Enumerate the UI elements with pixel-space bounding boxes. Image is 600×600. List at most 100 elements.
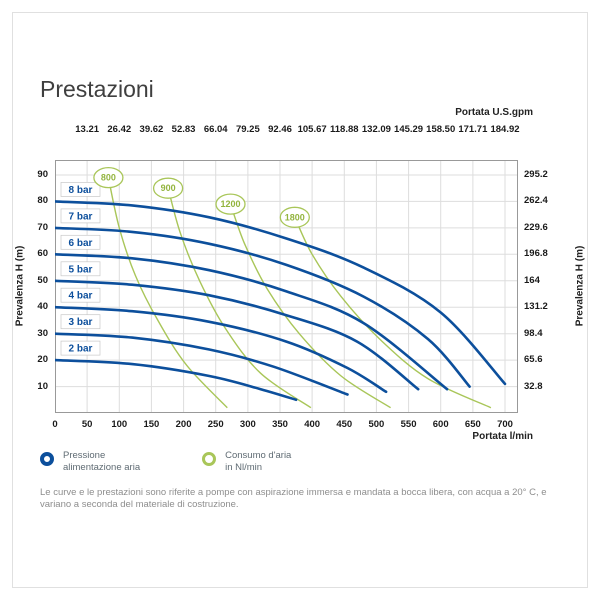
air-curve-800	[107, 177, 228, 409]
ft-tick-229.6: 229.6	[524, 221, 548, 233]
air-curve-label: 1800	[285, 212, 305, 222]
bottom-axis-title: Portata l/min	[472, 431, 533, 442]
pressure-label-box	[60, 287, 101, 303]
x-tick-450: 450	[336, 419, 353, 430]
x-tick-100: 100	[111, 419, 128, 430]
air-label-circle	[93, 166, 124, 189]
footnote: Le curve e le prestazioni sono riferite …	[40, 487, 547, 511]
legend: Pressione alimentazione aria Consumo d'a…	[40, 450, 291, 473]
x-tick-250: 250	[207, 419, 224, 430]
pressure-curve-label: 5 bar	[69, 264, 93, 275]
y-tick-50: 50	[37, 274, 48, 286]
x-tick-300: 300	[239, 419, 256, 430]
pressure-curve-label: 7 bar	[69, 211, 93, 222]
ft-tick-65.6: 65.6	[524, 354, 543, 366]
page-title: Prestazioni	[40, 76, 154, 102]
ft-tick-131.2: 131.2	[524, 301, 548, 313]
ft-tick-196.8: 196.8	[524, 248, 548, 260]
pressure-curve-8-bar	[55, 200, 507, 386]
y-tick-80: 80	[37, 195, 48, 207]
plot-border	[55, 160, 518, 413]
ft-tick-164: 164	[524, 274, 540, 286]
y-tick-60: 60	[37, 248, 48, 260]
legend-item-air: Consumo d'aria in Nl/min	[202, 450, 291, 473]
legend-line: Pressione	[63, 450, 106, 461]
legend-line: Consumo d'aria	[225, 450, 292, 461]
pressure-curve-label: 6 bar	[69, 238, 93, 249]
legend-text-air: Consumo d'aria in Nl/min	[225, 450, 291, 473]
ft-tick-32.8: 32.8	[524, 380, 543, 392]
gpm-tick-13.21: 13.21	[75, 124, 100, 135]
ft-tick-295.2: 295.2	[524, 169, 548, 180]
gpm-tick-171.71: 171.71	[458, 124, 488, 135]
air-curve-label: 800	[101, 173, 116, 183]
pressure-curve-label: 8 bar	[69, 185, 93, 196]
gpm-tick-145.29: 145.29	[394, 124, 424, 135]
gpm-tick-66.04: 66.04	[203, 124, 228, 135]
gpm-tick-118.88: 118.88	[330, 124, 359, 135]
pressure-curve-label: 3 bar	[69, 317, 93, 328]
air-curve-label: 900	[161, 183, 176, 193]
right-axis-label: Prevalenza H (m)	[574, 245, 586, 327]
y-tick-30: 30	[37, 327, 48, 339]
x-tick-500: 500	[368, 419, 385, 430]
gpm-tick-105.67: 105.67	[297, 124, 327, 135]
pressure-label-box	[60, 208, 101, 224]
gpm-tick-92.46: 92.46	[268, 124, 292, 135]
pressure-label-box	[60, 261, 101, 277]
x-tick-400: 400	[304, 419, 321, 430]
x-tick-350: 350	[272, 419, 288, 430]
legend-item-pressure: Pressione alimentazione aria	[40, 450, 140, 473]
air-label-circle	[152, 177, 184, 199]
air-label-circle	[279, 206, 310, 228]
pressure-label-box	[60, 182, 101, 197]
gpm-tick-26.42: 26.42	[107, 124, 132, 135]
air-curve-label: 1200	[220, 199, 240, 209]
gpm-tick-39.62: 39.62	[139, 124, 164, 135]
pressure-curve-4-bar	[55, 305, 388, 394]
x-tick-650: 650	[464, 419, 481, 430]
pressure-label-box	[60, 234, 101, 250]
legend-line: in Nl/min	[225, 461, 263, 473]
gpm-tick-132.09: 132.09	[361, 124, 391, 135]
top-axis-title: Portata U.S.gpm	[455, 107, 533, 118]
legend-text-pressure: Pressione alimentazione aria	[63, 450, 140, 473]
x-tick-550: 550	[400, 419, 417, 430]
gpm-tick-184.92: 184.92	[490, 124, 520, 135]
pressure-curve-label: 2 bar	[69, 344, 93, 355]
y-tick-40: 40	[37, 301, 48, 313]
pressure-curve-5-bar	[55, 279, 420, 391]
x-tick-200: 200	[175, 419, 192, 430]
ft-tick-98.4: 98.4	[524, 327, 543, 339]
y-tick-70: 70	[37, 221, 48, 233]
pressure-ring-icon	[40, 452, 54, 466]
x-tick-600: 600	[432, 419, 449, 430]
air-curve-900	[167, 188, 312, 409]
pressure-curve-3-bar	[55, 332, 349, 396]
gpm-tick-158.50: 158.50	[426, 124, 456, 135]
x-tick-0: 0	[52, 419, 58, 430]
pressure-curve-7-bar	[55, 226, 471, 388]
left-axis-label: Prevalenza H (m)	[14, 245, 26, 327]
gpm-tick-79.25: 79.25	[235, 124, 260, 135]
pressure-curve-2-bar	[55, 358, 298, 402]
y-tick-90: 90	[37, 169, 48, 180]
x-tick-50: 50	[81, 419, 93, 430]
plot-area: 2 bar 3 bar 4 bar 5 bar 6 bar 7 bar 8 bar 800 90…	[55, 160, 518, 413]
pressure-curve-label: 4 bar	[69, 291, 93, 302]
x-tick-150: 150	[143, 419, 160, 430]
gpm-tick-52.83: 52.83	[171, 124, 196, 135]
x-tick-700: 700	[497, 419, 513, 430]
air-ring-icon	[202, 452, 217, 466]
pressure-curve-6-bar	[55, 253, 449, 391]
air-label-circle	[215, 193, 246, 215]
y-tick-20: 20	[37, 354, 48, 366]
pressure-label-box	[60, 340, 101, 356]
y-tick-10: 10	[37, 380, 48, 392]
legend-line: alimentazione aria	[63, 461, 141, 473]
air-curve-1200	[229, 203, 391, 409]
ft-tick-262.4: 262.4	[524, 195, 548, 207]
pressure-label-box	[60, 314, 101, 330]
image-border-frame	[12, 12, 588, 588]
